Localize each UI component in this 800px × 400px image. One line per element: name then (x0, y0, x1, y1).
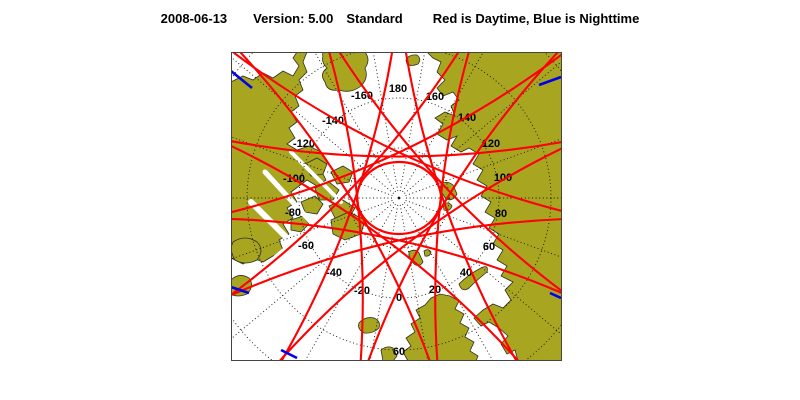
satellite-pass (231, 218, 562, 297)
longitude-label: 120 (482, 138, 500, 150)
longitude-label: -40 (326, 267, 342, 279)
landmass (426, 52, 562, 361)
map-border (231, 52, 562, 361)
pole-marker (397, 196, 401, 200)
title-date: 2008-06-13 (160, 11, 228, 26)
nighttime-track-segment (231, 285, 250, 295)
longitude-label: 80 (495, 208, 507, 220)
latitude-label: 60 (393, 346, 405, 358)
longitude-label: -120 (293, 138, 315, 150)
plot-title: 2008-06-13 Version: 5.00 Standard Red is Da… (0, 11, 800, 26)
landmass (330, 165, 354, 185)
longitude-label: 0 (396, 292, 402, 304)
title-legend: Red is Daytime, Blue is Nighttime (432, 11, 640, 26)
landmasses (231, 52, 562, 361)
longitude-label: 180 (389, 83, 407, 95)
polar-map: -160-140-120-100-80-60-40-20020406080100… (231, 52, 562, 361)
nighttime-track-segment (549, 291, 562, 300)
nighttime-track-segment (280, 348, 298, 360)
landmass (423, 249, 432, 257)
daytime-tracks (231, 52, 562, 361)
title-mode: Standard (346, 11, 403, 26)
nighttime-track-segment (538, 75, 562, 87)
satellite-pass (231, 52, 562, 212)
landmass (380, 346, 398, 361)
landmass (300, 195, 324, 215)
longitude-label: 100 (494, 172, 512, 184)
satellite-pass (231, 139, 562, 158)
longitude-label: 60 (483, 241, 495, 253)
polar-envelope-ring (355, 160, 443, 236)
nighttime-segments (231, 69, 562, 360)
landmass (405, 54, 421, 66)
longitude-label: -140 (322, 115, 344, 127)
satellite-pass (231, 217, 562, 295)
satellite-pass (231, 144, 520, 361)
nighttime-track-segment (231, 69, 253, 90)
landmass (402, 293, 479, 361)
longitude-label: -60 (298, 240, 314, 252)
graticule (231, 52, 562, 361)
longitude-label: -80 (285, 207, 301, 219)
satellite-pass (367, 52, 560, 361)
latitude-circle (298, 97, 500, 299)
title-version: Version: 5.00 (253, 11, 334, 26)
satellite-pass (231, 52, 562, 214)
landmass (358, 317, 380, 334)
satellite-pass (338, 52, 562, 293)
latitude-circle (348, 147, 450, 249)
satellite-pass (231, 52, 460, 297)
longitude-label: 40 (460, 267, 472, 279)
landmass (231, 237, 262, 264)
satellite-pass (238, 52, 431, 361)
sea-channel (289, 150, 343, 204)
landmass (408, 249, 424, 266)
satellite-pass (278, 147, 562, 361)
